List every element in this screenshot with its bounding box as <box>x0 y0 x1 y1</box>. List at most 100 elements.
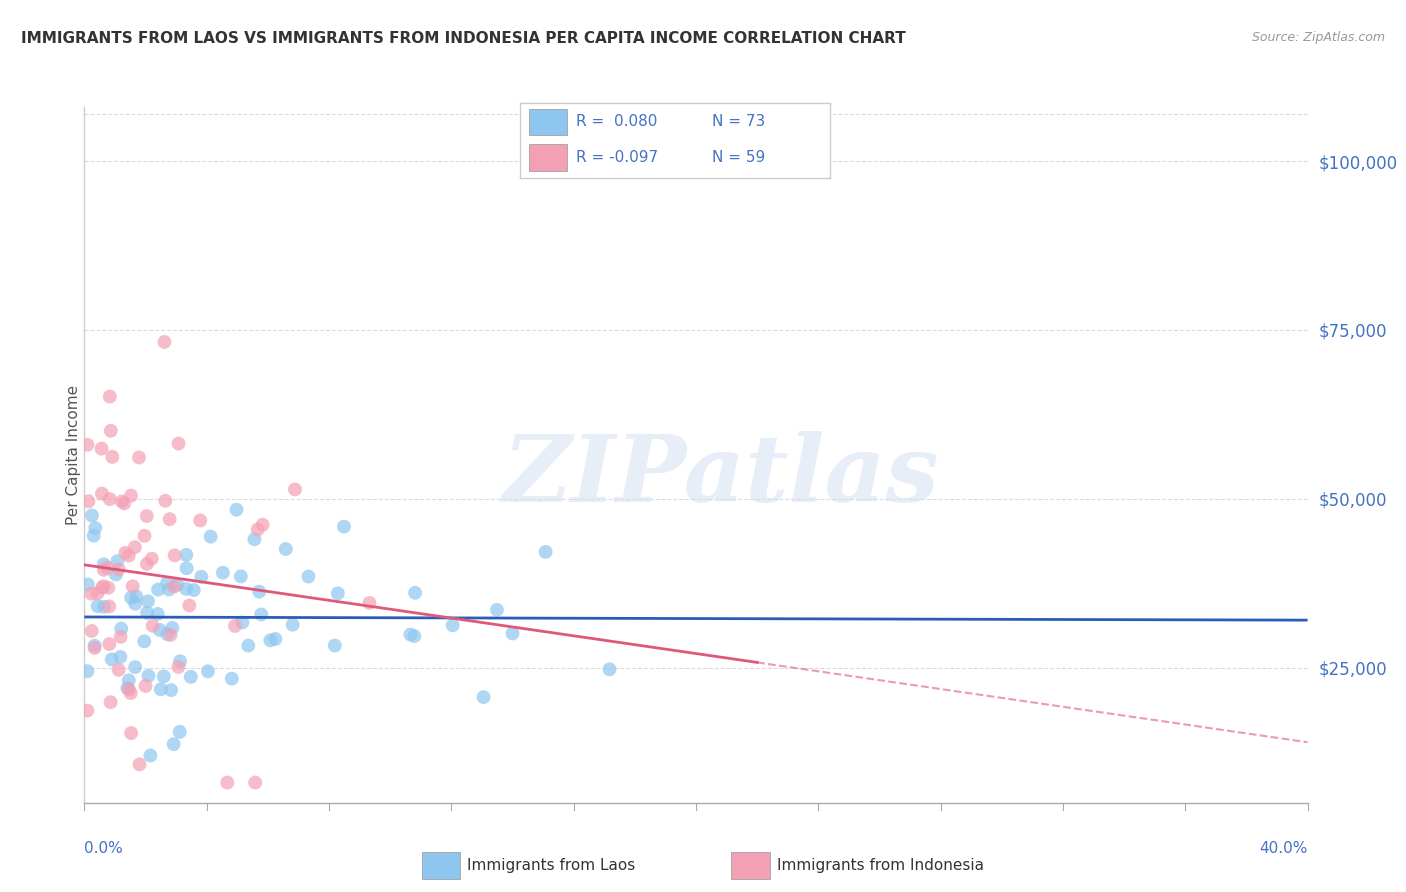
Point <box>252 517 274 532</box>
Y-axis label: Per Capita Income: Per Capita Income <box>66 384 80 525</box>
Point <box>247 584 270 599</box>
Point <box>163 580 186 594</box>
Point <box>160 683 183 698</box>
Point <box>93 579 115 593</box>
Point <box>174 582 197 596</box>
Point <box>83 639 105 653</box>
Point <box>84 521 107 535</box>
Point <box>96 560 118 574</box>
Point <box>404 586 426 600</box>
Point <box>124 660 146 674</box>
Point <box>183 582 205 597</box>
Point <box>86 599 108 614</box>
Point <box>135 557 157 571</box>
Point <box>93 599 115 614</box>
Point <box>281 617 304 632</box>
Point <box>238 639 260 653</box>
Point <box>138 669 160 683</box>
Point <box>98 390 121 404</box>
Point <box>76 704 98 718</box>
Point <box>107 663 129 677</box>
Bar <box>530 109 567 136</box>
Point <box>76 577 98 591</box>
Text: 40.0%: 40.0% <box>1260 841 1308 856</box>
Point <box>152 669 174 683</box>
Point <box>91 486 114 500</box>
Point <box>169 724 191 739</box>
Point <box>190 570 212 584</box>
Point <box>297 569 319 583</box>
Point <box>112 496 135 510</box>
Point <box>163 549 186 563</box>
Point <box>118 673 141 688</box>
Point <box>250 607 273 622</box>
Point <box>139 748 162 763</box>
Point <box>225 502 247 516</box>
Point <box>98 599 121 614</box>
Point <box>110 622 132 636</box>
Point <box>323 639 346 653</box>
Text: 0.0%: 0.0% <box>84 841 124 856</box>
Point <box>502 626 524 640</box>
Point <box>101 450 124 464</box>
Point <box>111 494 134 508</box>
Point <box>80 508 103 523</box>
Point <box>118 549 141 563</box>
Point <box>120 726 142 740</box>
Bar <box>422 852 461 879</box>
Point <box>167 436 190 450</box>
Point <box>93 563 115 577</box>
Point <box>179 599 201 613</box>
Point <box>110 630 132 644</box>
Point <box>86 586 108 600</box>
Point <box>246 523 269 537</box>
Point <box>114 546 136 560</box>
Point <box>118 682 141 697</box>
Point <box>534 545 557 559</box>
Point <box>166 577 188 591</box>
Point <box>100 652 122 666</box>
Text: ZIPatlas: ZIPatlas <box>502 431 939 521</box>
Point <box>110 649 132 664</box>
Point <box>200 530 222 544</box>
Point <box>176 548 198 562</box>
Point <box>120 591 142 605</box>
Point <box>97 581 120 595</box>
Point <box>197 665 219 679</box>
Point <box>125 589 148 603</box>
Point <box>159 512 181 526</box>
Point <box>107 562 129 576</box>
Point <box>404 629 426 643</box>
Point <box>117 681 139 695</box>
Point <box>90 442 112 456</box>
Point <box>80 624 103 638</box>
Point <box>259 633 281 648</box>
Point <box>134 634 156 648</box>
Point <box>121 579 143 593</box>
Point <box>104 567 127 582</box>
Point <box>124 597 146 611</box>
Point <box>188 513 211 527</box>
Point <box>176 561 198 575</box>
Point <box>169 654 191 668</box>
Bar <box>530 145 567 171</box>
Point <box>100 695 122 709</box>
Point <box>159 628 181 642</box>
Point <box>264 632 287 646</box>
Point <box>153 334 176 349</box>
Point <box>76 664 98 678</box>
Point <box>146 582 169 597</box>
Point <box>156 627 179 641</box>
Point <box>326 586 349 600</box>
Point <box>485 603 508 617</box>
Point <box>156 575 179 590</box>
Point <box>98 637 121 651</box>
Point <box>135 679 157 693</box>
Point <box>217 775 239 789</box>
Point <box>149 623 172 637</box>
Point <box>441 618 464 632</box>
Point <box>162 621 184 635</box>
Point <box>128 757 150 772</box>
Point <box>359 596 381 610</box>
Point <box>105 554 128 568</box>
